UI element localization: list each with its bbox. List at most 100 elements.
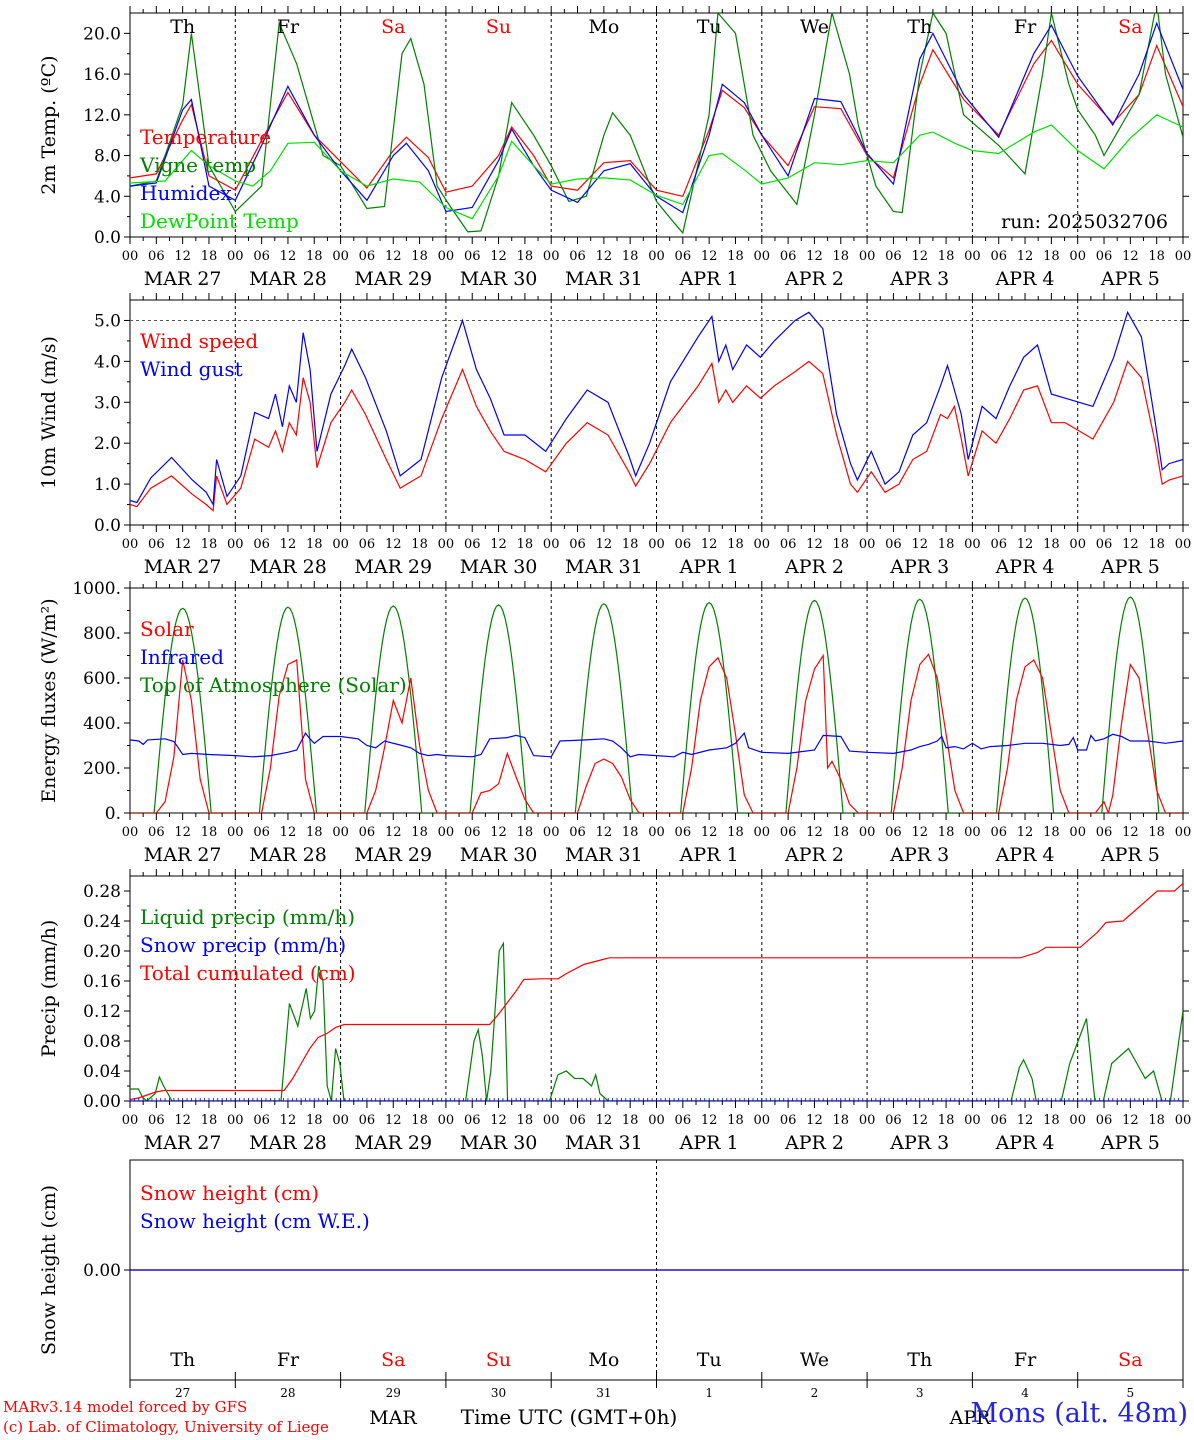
- hour-label: 18: [833, 537, 850, 552]
- hour-label: 06: [990, 825, 1007, 840]
- weekday-label: Sa: [1118, 16, 1142, 38]
- hour-label: 00: [859, 537, 876, 552]
- date-label: MAR 27: [144, 268, 222, 290]
- weekday-label: Th: [170, 1349, 195, 1371]
- date-label: MAR 31: [565, 1132, 643, 1154]
- hour-label: 00: [438, 825, 455, 840]
- hour-label: 12: [596, 249, 613, 264]
- hour-label: 00: [964, 537, 981, 552]
- panel-energy: [124, 581, 1189, 820]
- hour-label: 00: [122, 537, 139, 552]
- hour-label: 00: [1175, 537, 1192, 552]
- hour-label: 06: [464, 249, 481, 264]
- y-tick-label: 400.: [83, 714, 121, 734]
- hour-label: 06: [359, 249, 376, 264]
- y-tick-label: 12.0: [83, 106, 121, 126]
- hour-label: 06: [569, 249, 586, 264]
- hour-label: 00: [648, 1113, 665, 1128]
- hour-label: 18: [306, 249, 323, 264]
- hour-label: 18: [306, 537, 323, 552]
- date-label: MAR 29: [354, 268, 432, 290]
- hour-label: 06: [148, 1113, 165, 1128]
- y-tick-label: 0.0: [94, 516, 121, 536]
- weekday-label: Tu: [697, 16, 722, 38]
- hour-label: 18: [517, 249, 534, 264]
- series-dewpoint-temp: [130, 114, 1183, 220]
- hour-label: 12: [280, 249, 297, 264]
- hour-label: 00: [1069, 825, 1086, 840]
- y-tick-label: 800.: [83, 624, 121, 644]
- day-number-label: 2: [811, 1386, 819, 1400]
- y-axis-label: Snow height (cm): [38, 1185, 60, 1355]
- hour-label: 06: [253, 249, 270, 264]
- date-label: APR 4: [995, 268, 1055, 290]
- hour-label: 06: [1096, 249, 1113, 264]
- legend-temperature: Temperature: [140, 125, 271, 149]
- date-label: MAR 31: [565, 844, 643, 866]
- y-tick-label: 0.00: [83, 1092, 121, 1112]
- date-label: APR 3: [889, 844, 949, 866]
- date-label: APR 5: [1100, 1132, 1160, 1154]
- hour-label: 06: [1096, 1113, 1113, 1128]
- station-name: Mons (alt. 48m): [970, 1398, 1188, 1429]
- hour-label: 06: [780, 825, 797, 840]
- hour-label: 18: [517, 1113, 534, 1128]
- hour-label: 12: [911, 249, 928, 264]
- y-tick-label: 600.: [83, 669, 121, 689]
- hour-label: 12: [806, 825, 823, 840]
- hour-label: 12: [1017, 825, 1034, 840]
- weekday-label: Th: [907, 1349, 932, 1371]
- hour-label: 18: [1043, 825, 1060, 840]
- credit-line-2: (c) Lab. of Climatology, University of L…: [3, 1418, 329, 1436]
- hour-label: 06: [569, 825, 586, 840]
- date-label: MAR 29: [354, 556, 432, 578]
- weekday-label: Mo: [588, 1349, 619, 1371]
- legend-solar: Solar: [140, 617, 194, 641]
- hour-label: 00: [543, 249, 560, 264]
- date-label: APR 5: [1100, 268, 1160, 290]
- weekday-label: Th: [170, 16, 195, 38]
- hour-label: 12: [385, 249, 402, 264]
- hour-label: 06: [780, 249, 797, 264]
- y-tick-label: 0.04: [83, 1062, 121, 1082]
- hour-label: 12: [280, 825, 297, 840]
- hour-label: 12: [911, 825, 928, 840]
- hour-label: 18: [411, 249, 428, 264]
- hour-label: 12: [596, 825, 613, 840]
- date-label: APR 4: [995, 1132, 1055, 1154]
- hour-label: 00: [1175, 1113, 1192, 1128]
- day-number-label: 4: [1021, 1386, 1029, 1400]
- hour-label: 12: [174, 825, 191, 840]
- hour-label: 18: [622, 537, 639, 552]
- hour-label: 06: [569, 537, 586, 552]
- hour-label: 12: [490, 1113, 507, 1128]
- y-tick-label: 4.0: [94, 187, 121, 207]
- y-axis-label: 2m Temp. (ºC): [38, 55, 60, 194]
- hour-label: 18: [727, 537, 744, 552]
- weekday-label: Fr: [277, 16, 300, 38]
- hour-label: 00: [1175, 825, 1192, 840]
- hour-label: 06: [359, 537, 376, 552]
- hour-label: 18: [201, 249, 218, 264]
- panel-temp: [124, 6, 1189, 244]
- hour-label: 00: [438, 249, 455, 264]
- hour-label: 06: [885, 249, 902, 264]
- hour-label: 00: [754, 537, 771, 552]
- hour-label: 12: [701, 1113, 718, 1128]
- hour-label: 00: [859, 1113, 876, 1128]
- day-number-label: 31: [596, 1386, 611, 1400]
- hour-label: 18: [1148, 1113, 1165, 1128]
- y-tick-label: 2.0: [94, 434, 121, 454]
- hour-label: 00: [122, 825, 139, 840]
- hour-label: 12: [911, 1113, 928, 1128]
- legend-humidex: Humidex: [140, 181, 232, 205]
- legend-total-cumulated-cm-: Total cumulated (cm): [140, 961, 356, 985]
- hour-label: 18: [1043, 537, 1060, 552]
- plot-area: [130, 883, 1183, 1101]
- hour-label: 06: [1096, 825, 1113, 840]
- date-label: APR 2: [784, 556, 844, 578]
- y-tick-label: 8.0: [94, 147, 121, 167]
- legend-snow-precip-mm-h-: Snow precip (mm/h): [140, 933, 346, 957]
- hour-label: 12: [490, 249, 507, 264]
- hour-label: 12: [385, 825, 402, 840]
